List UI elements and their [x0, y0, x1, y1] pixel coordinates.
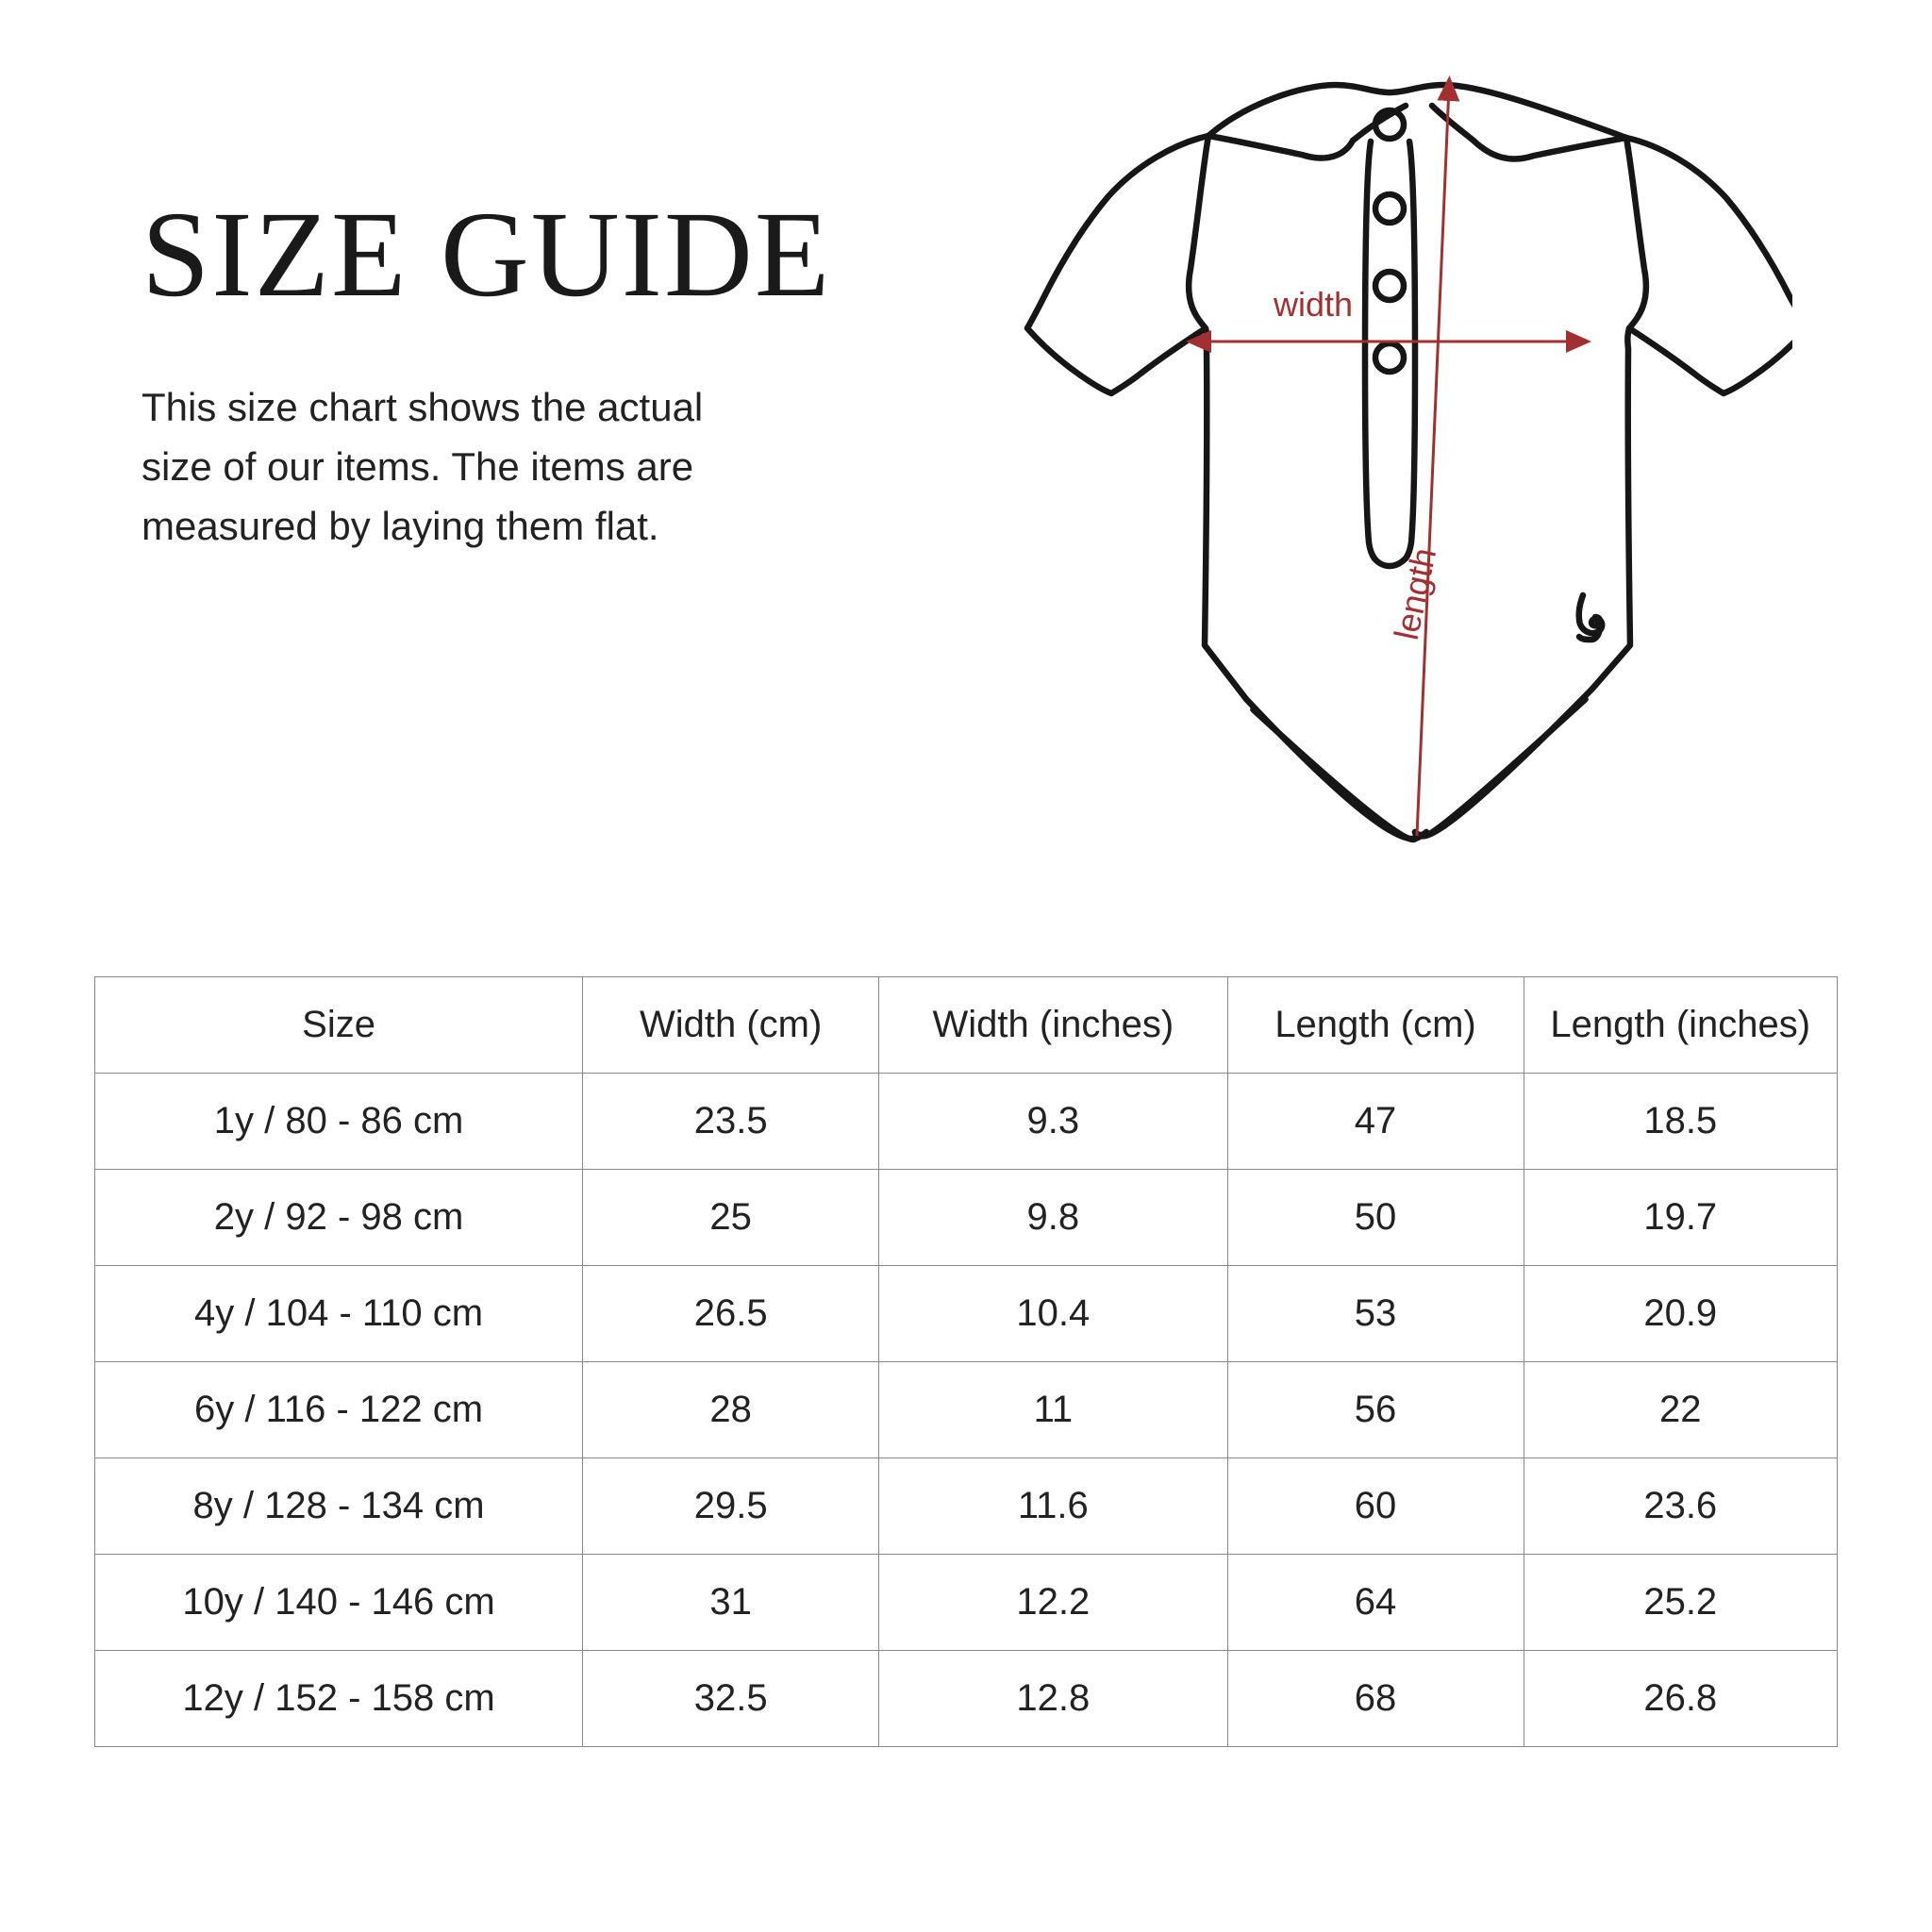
svg-text:width: width	[1273, 285, 1353, 324]
svg-text:length: length	[1387, 544, 1443, 642]
